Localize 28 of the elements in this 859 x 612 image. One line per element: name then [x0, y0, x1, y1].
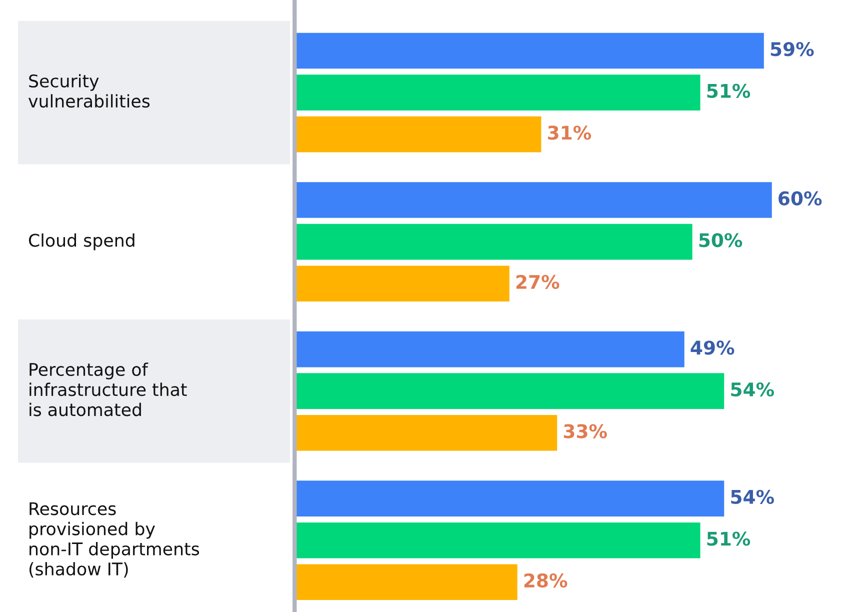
- bar: [294, 224, 692, 260]
- data-label: 59%: [770, 42, 814, 56]
- y-tick-label: Percentage of infrastructure that is automated: [30, 362, 187, 416]
- bar: [294, 182, 772, 218]
- y-tick-label: Cloud spend: [28, 233, 134, 250]
- bar: [294, 331, 684, 368]
- data-label: 28%: [524, 573, 568, 588]
- data-label: 54%: [731, 382, 774, 397]
- data-label: 33%: [564, 424, 607, 438]
- data-label: 27%: [516, 274, 560, 290]
- data-label: 51%: [707, 532, 750, 546]
- bar: [294, 414, 558, 451]
- data-label: 51%: [707, 84, 750, 98]
- bar: [294, 266, 510, 302]
- bar: [294, 564, 518, 600]
- data-label: 60%: [778, 191, 822, 206]
- data-label: 54%: [731, 490, 774, 504]
- bar: [294, 522, 700, 558]
- y-tick-label: Security vulnerabilities: [28, 74, 150, 108]
- y-tick-label: Resources provisioned by non-IT departments (shadow IT): [29, 502, 200, 578]
- bar: [294, 116, 542, 152]
- data-label: 31%: [548, 126, 592, 140]
- bar: [294, 373, 724, 409]
- bar: [294, 74, 700, 110]
- bar: [294, 480, 724, 516]
- bar: [294, 32, 764, 69]
- data-label: 50%: [699, 233, 742, 248]
- data-label: 49%: [690, 340, 734, 355]
